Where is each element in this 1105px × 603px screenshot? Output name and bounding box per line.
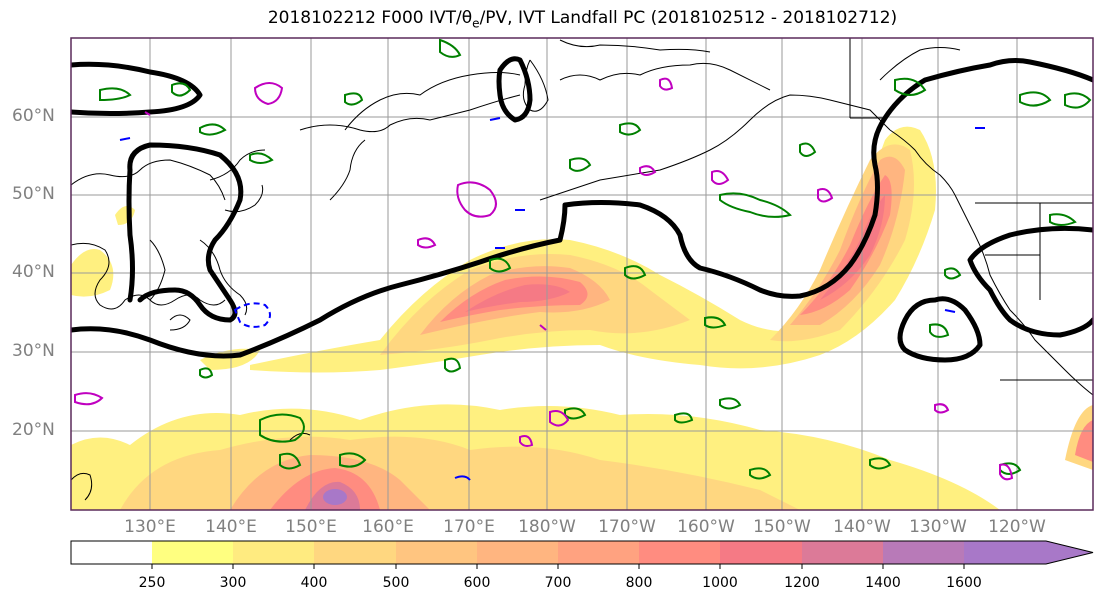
lon-label-160e: 160°E <box>362 517 414 537</box>
colorbar-label-800: 800 <box>625 575 653 591</box>
lat-label-30n: 30°N <box>12 341 55 361</box>
colorbar-label-1000: 1000 <box>702 575 738 591</box>
map-panel <box>71 38 1093 510</box>
pv-blue-contours <box>119 117 985 481</box>
colorbar-label-300: 300 <box>219 575 247 591</box>
colorbar-outline <box>70 540 1094 565</box>
lon-label-120w: 120°W <box>988 517 1046 537</box>
title-suffix: /PV, IVT Landfall PC (2018102512 - 20181… <box>479 8 898 28</box>
lon-label-170w: 170°W <box>598 517 656 537</box>
lon-label-160w: 160°W <box>677 517 735 537</box>
lon-label-150w: 150°W <box>753 517 811 537</box>
colorbar-label-1200: 1200 <box>784 575 820 591</box>
lon-label-140e: 140°E <box>205 517 257 537</box>
colorbar-bin-700 <box>558 541 639 564</box>
colorbar-bin-1600 <box>964 541 1093 564</box>
colorbar-bin-below <box>71 541 152 564</box>
colorbar <box>70 540 1094 569</box>
map-frame <box>70 37 1094 511</box>
colorbar-bin-800 <box>639 541 720 564</box>
colorbar-bin-1200 <box>802 541 883 564</box>
colorbar-bin-300 <box>233 541 314 564</box>
theta-e-contours <box>71 56 1093 363</box>
lat-label-20n: 20°N <box>12 420 55 440</box>
colorbar-bin-1400 <box>883 541 964 564</box>
colorbar-bin-250 <box>152 541 233 564</box>
colorbar-label-500: 500 <box>382 575 410 591</box>
colorbar-label-250: 250 <box>138 575 166 591</box>
title-prefix: 2018102212 F000 IVT/ <box>267 8 462 28</box>
lon-label-170e: 170°E <box>443 517 495 537</box>
colorbar-bin-500 <box>396 541 477 564</box>
lon-label-130w: 130°W <box>909 517 967 537</box>
lon-label-130e: 130°E <box>124 517 176 537</box>
lon-label-180w: 180°W <box>518 517 576 537</box>
colorbar-bin-400 <box>314 541 396 564</box>
pv-green-contours <box>99 38 1092 480</box>
colorbar-label-1600: 1600 <box>946 575 982 591</box>
title-theta-subscript: e <box>472 16 480 31</box>
lon-label-150e: 150°E <box>285 517 337 537</box>
boundaries <box>849 38 1093 381</box>
title-theta: θ <box>461 8 473 28</box>
colorbar-label-700: 700 <box>544 575 572 591</box>
lat-label-50n: 50°N <box>12 184 55 204</box>
lat-label-40n: 40°N <box>12 262 55 282</box>
colorbar-label-1400: 1400 <box>865 575 901 591</box>
colorbar-label-600: 600 <box>463 575 491 591</box>
colorbar-ticks <box>151 564 965 569</box>
lon-label-140w: 140°W <box>833 517 891 537</box>
colorbar-label-400: 400 <box>300 575 328 591</box>
colorbar-bin-600 <box>477 541 558 564</box>
chart-title: 2018102212 F000 IVT/θe/PV, IVT Landfall … <box>0 8 1105 30</box>
coastlines <box>71 39 1093 501</box>
colorbar-bin-1000 <box>720 541 802 564</box>
lat-label-60n: 60°N <box>12 106 55 126</box>
pv-magenta-contours <box>74 77 1014 481</box>
